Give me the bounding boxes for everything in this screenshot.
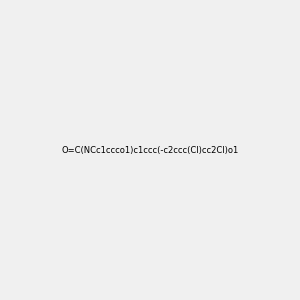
Text: O=C(NCc1ccco1)c1ccc(-c2ccc(Cl)cc2Cl)o1: O=C(NCc1ccco1)c1ccc(-c2ccc(Cl)cc2Cl)o1 [61,146,239,154]
